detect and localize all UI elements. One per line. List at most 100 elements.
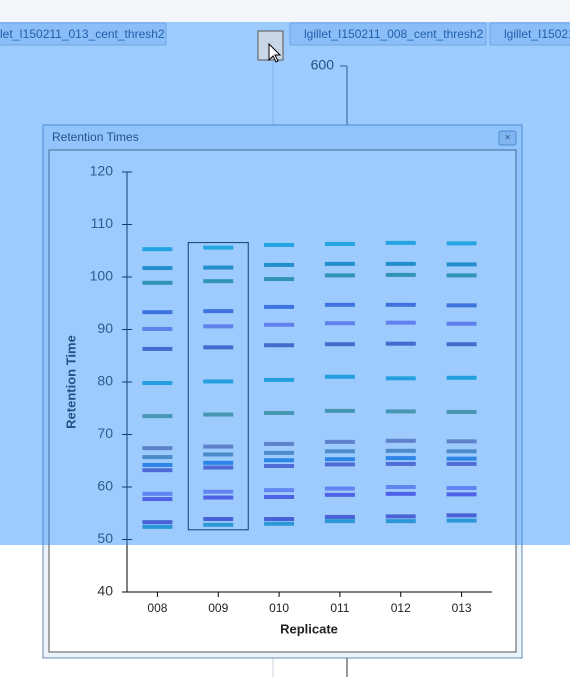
chart-area [48, 149, 517, 653]
retention-bar [446, 273, 477, 278]
retention-bar [446, 375, 477, 380]
retention-bar [203, 379, 234, 384]
retention-bar [324, 449, 355, 454]
selection-box [187, 242, 249, 531]
retention-bar [203, 489, 234, 494]
retention-bar [324, 462, 355, 467]
x-tick-label: 011 [330, 601, 349, 615]
retention-bar [142, 381, 173, 386]
x-tick-label: 013 [452, 601, 472, 615]
retention-bar [324, 439, 355, 444]
retention-bar [324, 519, 355, 524]
retention-bar [264, 377, 295, 382]
y-tick-label: 110 [91, 215, 114, 231]
retention-bar [142, 280, 173, 285]
retention-bar [264, 521, 295, 526]
retention-bar [142, 414, 173, 419]
retention-bar [142, 310, 173, 315]
retention-bar [324, 492, 355, 497]
retention-bar [142, 520, 173, 525]
retention-bar [264, 322, 295, 327]
retention-bar [203, 465, 234, 470]
tab [0, 22, 167, 46]
y-tick-label: 120 [90, 163, 114, 179]
retention-bar [264, 441, 295, 446]
y-tick-label: 40 [97, 583, 113, 599]
retention-bar [446, 342, 477, 347]
tab [289, 22, 487, 46]
retention-bar [142, 524, 173, 529]
retention-bar [264, 242, 295, 247]
retention-bar [142, 446, 173, 451]
retention-bar [385, 409, 416, 414]
x-axis-title: Replicate [280, 621, 338, 636]
retention-bar [446, 486, 477, 491]
tab-label: let_I150211_013_cent_thresh2 [0, 27, 165, 41]
retention-bar [142, 346, 173, 351]
retention-bar [203, 444, 234, 449]
x-tick-label: 008 [147, 601, 167, 615]
retention-bar [203, 279, 234, 284]
y-tick-label: 50 [97, 530, 113, 546]
tab-label: lgillet_I150211 [504, 27, 570, 41]
x-tick-label: 009 [208, 601, 228, 615]
close-icon[interactable]: × [505, 133, 511, 144]
tab-strip [0, 0, 570, 22]
retention-bar [385, 438, 416, 443]
retention-bar [385, 514, 416, 519]
x-tick-label: 010 [269, 601, 289, 615]
retention-bar [324, 241, 355, 246]
y-tick-label: 70 [97, 425, 113, 441]
y-tick-label: 80 [97, 373, 113, 389]
retention-bar [203, 245, 234, 250]
retention-bar [385, 376, 416, 381]
retention-bar [324, 302, 355, 307]
retention-bar [446, 409, 477, 414]
retention-bar [203, 309, 234, 314]
retention-bar [446, 461, 477, 466]
retention-bar [385, 320, 416, 325]
retention-bar [264, 304, 295, 309]
retention-bar [446, 492, 477, 497]
retention-bar [385, 485, 416, 489]
y-tick-label: 90 [97, 320, 113, 336]
y-tick-label: 100 [90, 268, 114, 284]
retention-bar [203, 452, 234, 457]
retention-bar [264, 277, 295, 282]
retention-bar [446, 449, 477, 454]
retention-bar [385, 341, 416, 346]
retention-bar [264, 343, 295, 348]
retention-bar [446, 241, 477, 246]
retention-bar [324, 261, 355, 266]
retention-bar [203, 460, 234, 465]
retention-bar [324, 342, 355, 347]
retention-bar [324, 374, 355, 379]
retention-bar [142, 266, 173, 271]
retention-bar [324, 408, 355, 413]
retention-bar [142, 497, 173, 502]
close-button[interactable] [498, 130, 517, 146]
retention-bar [324, 486, 355, 491]
retention-bar [446, 262, 477, 267]
retention-bar [264, 450, 295, 455]
retention-bar [264, 262, 295, 267]
tab [489, 22, 570, 46]
retention-bar [203, 412, 234, 417]
retention-bar [264, 517, 295, 522]
retention-bar [264, 458, 295, 463]
retention-bar [324, 273, 355, 278]
retention-bar [324, 321, 355, 326]
retention-bar [142, 455, 173, 460]
cursor [268, 42, 282, 63]
retention-bar [203, 345, 234, 350]
retention-bar [385, 519, 416, 524]
retention-bar [203, 517, 234, 522]
retention-bar [385, 491, 416, 496]
retention-bar [446, 518, 477, 523]
retention-bar [385, 240, 416, 245]
retention-bar [324, 457, 355, 462]
retention-bar [446, 439, 477, 444]
retention-bar [142, 462, 173, 467]
